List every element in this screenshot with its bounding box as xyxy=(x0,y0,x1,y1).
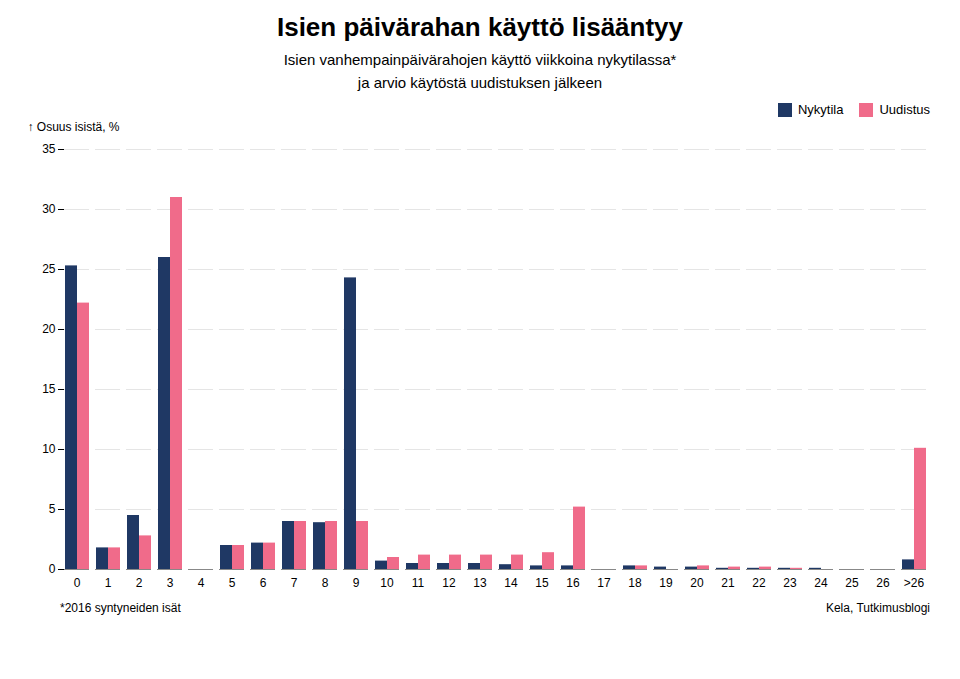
svg-text:35: 35 xyxy=(42,142,56,156)
svg-text:7: 7 xyxy=(291,576,298,590)
svg-text:8: 8 xyxy=(322,576,329,590)
svg-text:21: 21 xyxy=(721,576,735,590)
svg-text:↑ Osuus isistä, %: ↑ Osuus isistä, % xyxy=(28,120,120,134)
svg-text:15: 15 xyxy=(42,382,56,396)
svg-text:25: 25 xyxy=(42,262,56,276)
html-text:Kela, Tutkimusblogi: Kela, Tutkimusblogi xyxy=(825,601,930,615)
svg-text:10: 10 xyxy=(380,576,394,590)
svg-text:13: 13 xyxy=(473,576,487,590)
svg-text:15: 15 xyxy=(535,576,549,590)
svg-text:1: 1 xyxy=(105,576,112,590)
svg-text:30: 30 xyxy=(42,202,56,216)
svg-text:25: 25 xyxy=(845,576,859,590)
svg-text:11: 11 xyxy=(412,576,425,590)
svg-text:14: 14 xyxy=(504,576,518,590)
html-text:Isien päivärahan käyttö lisään: Isien päivärahan käyttö lisääntyy xyxy=(277,12,683,42)
html-text:Uudistus: Uudistus xyxy=(879,102,930,117)
svg-text:0: 0 xyxy=(49,562,56,576)
svg-text:6: 6 xyxy=(260,576,267,590)
svg-text:9: 9 xyxy=(353,576,360,590)
svg-text:26: 26 xyxy=(876,576,890,590)
svg-text:18: 18 xyxy=(628,576,642,590)
svg-text:3: 3 xyxy=(167,576,174,590)
svg-text:22: 22 xyxy=(752,576,766,590)
svg-text:5: 5 xyxy=(229,576,236,590)
html-text:Nykytila: Nykytila xyxy=(797,102,844,117)
svg-text:17: 17 xyxy=(597,576,611,590)
svg-text:16: 16 xyxy=(566,576,580,590)
svg-text:12: 12 xyxy=(442,576,456,590)
svg-text:5: 5 xyxy=(49,502,56,516)
svg-text:24: 24 xyxy=(814,576,828,590)
svg-text:>26: >26 xyxy=(904,576,925,590)
svg-text:4: 4 xyxy=(198,576,205,590)
svg-text:0: 0 xyxy=(74,576,81,590)
svg-text:20: 20 xyxy=(42,322,56,336)
svg-text:19: 19 xyxy=(659,576,673,590)
svg-text:20: 20 xyxy=(690,576,704,590)
html-text:Isien vanhempainpäivärahojen k: Isien vanhempainpäivärahojen käyttö viik… xyxy=(283,51,677,91)
html-text:*2016 syntyneiden isät: *2016 syntyneiden isät xyxy=(60,601,181,615)
svg-text:2: 2 xyxy=(136,576,143,590)
svg-text:10: 10 xyxy=(42,442,56,456)
svg-text:23: 23 xyxy=(783,576,797,590)
